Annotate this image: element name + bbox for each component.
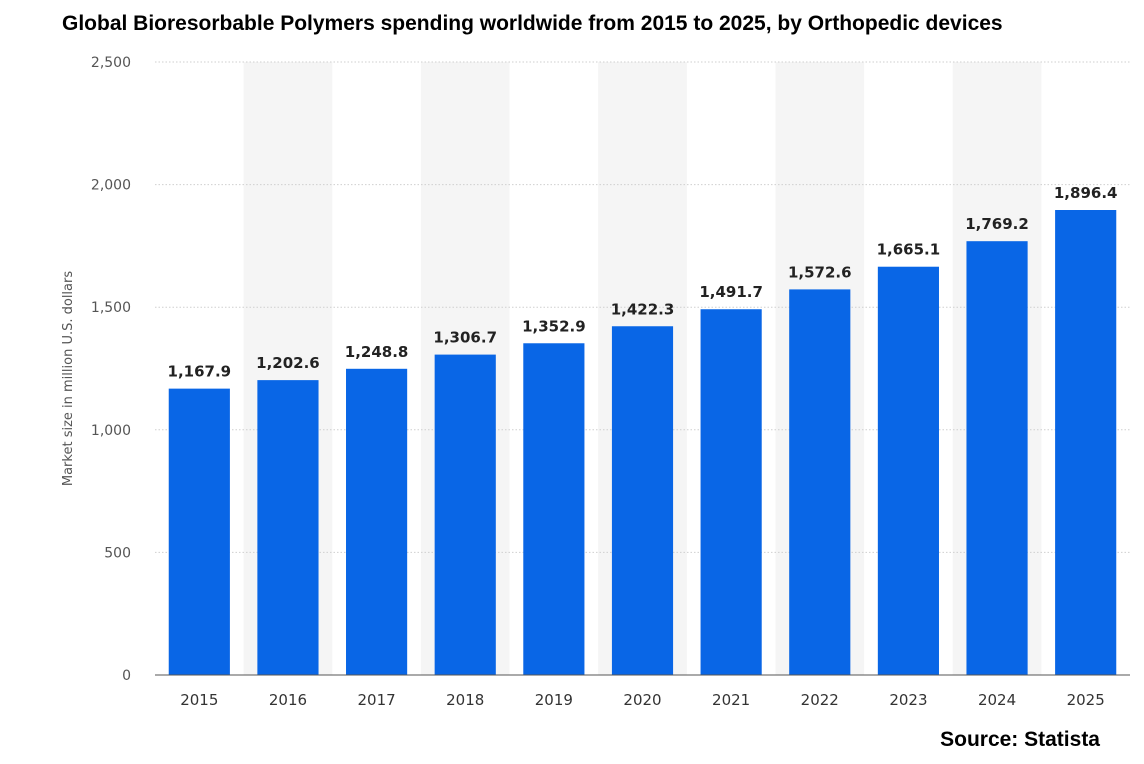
y-tick-label: 2,000: [91, 178, 131, 194]
data-label: 1,306.7: [433, 329, 497, 347]
x-tick-label: 2018: [446, 691, 484, 709]
data-label: 1,202.6: [256, 354, 320, 372]
x-axis-labels: 2015 2016 2017 2018 2019 2020 2021 2022 2023 2024…: [180, 691, 1105, 709]
data-label: 1,896.4: [1054, 184, 1118, 202]
data-labels: 1,167.9 1,202.6 1,248.8 1,306.7 1,352.9 1,422…: [168, 184, 1118, 381]
bar: [1055, 210, 1117, 675]
y-tick-label: 2,500: [91, 55, 131, 71]
y-axis-ticks: 0 500 1,000 1,500 2,000 2,500: [91, 55, 131, 684]
data-label: 1,422.3: [611, 300, 675, 318]
y-axis-title: Market size in million U.S. dollars: [61, 271, 76, 486]
data-label: 1,665.1: [877, 241, 941, 259]
x-tick-label: 2017: [357, 691, 395, 709]
y-tick-label: 1,500: [91, 300, 131, 316]
bar: [877, 266, 939, 675]
x-tick-label: 2025: [1067, 691, 1105, 709]
bar: [611, 326, 674, 675]
data-label: 1,491.7: [699, 283, 763, 301]
bar: [168, 388, 230, 675]
y-tick-label: 0: [122, 668, 131, 684]
bar: [700, 309, 762, 675]
bar: [257, 380, 319, 675]
chart-title: Global Bioresorbable Polymers spending w…: [62, 12, 1003, 35]
y-tick-label: 1,000: [91, 423, 131, 439]
y-tick-label: 500: [104, 545, 131, 561]
x-tick-label: 2021: [712, 691, 750, 709]
source-note: Source: Statista: [940, 728, 1100, 751]
x-tick-label: 2016: [269, 691, 307, 709]
data-label: 1,572.6: [788, 263, 852, 281]
x-tick-label: 2015: [180, 691, 218, 709]
bar: [346, 368, 408, 675]
data-label: 1,167.9: [168, 363, 232, 381]
x-tick-label: 2020: [623, 691, 661, 709]
bar: [789, 289, 851, 675]
bar: [966, 241, 1028, 676]
bars: [168, 210, 1117, 676]
x-tick-label: 2022: [801, 691, 839, 709]
x-tick-label: 2024: [978, 691, 1016, 709]
data-label: 1,248.8: [345, 343, 409, 361]
bar: [523, 343, 585, 675]
bar: [434, 354, 496, 675]
x-tick-label: 2019: [535, 691, 573, 709]
data-label: 1,769.2: [965, 215, 1029, 233]
data-label: 1,352.9: [522, 317, 586, 335]
x-tick-label: 2023: [889, 691, 927, 709]
